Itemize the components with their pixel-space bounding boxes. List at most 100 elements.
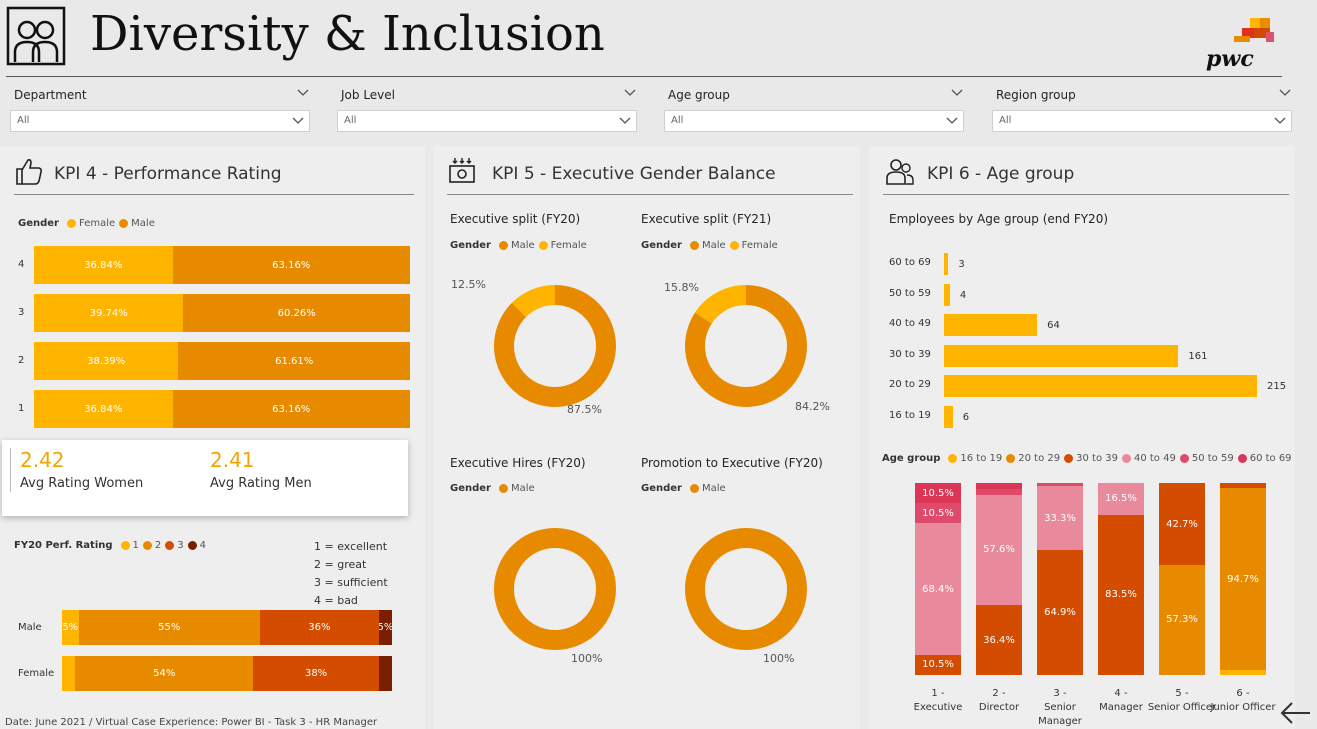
- column-segment: 94.7%: [1220, 488, 1266, 671]
- avg-rating-women-label: Avg Rating Women: [20, 476, 144, 491]
- legend-20-29[interactable]: 20 to 29: [1018, 453, 1061, 464]
- age-bar[interactable]: [944, 314, 1038, 336]
- bar-segment: 36.84%: [34, 246, 173, 284]
- female-legend-dot: [729, 241, 739, 250]
- age-group-dropdown[interactable]: All: [664, 110, 964, 132]
- age60-legend-dot: [1237, 454, 1247, 463]
- filter-value: All: [344, 115, 357, 126]
- level-column[interactable]: 36.4% 57.6%: [976, 483, 1022, 675]
- age-value-label: 161: [1188, 350, 1208, 362]
- level-axis-label: 1 - Executive: [913, 688, 963, 713]
- chevron-down-icon[interactable]: [296, 86, 310, 100]
- column-segment: [976, 483, 1022, 489]
- donut-slice[interactable]: [511, 285, 555, 318]
- level-axis-label: 4 - Manager: [1099, 688, 1143, 713]
- donut-slice[interactable]: [685, 285, 807, 407]
- legend-40-49[interactable]: 40 to 49: [1133, 453, 1176, 464]
- legend-female[interactable]: Female: [550, 240, 587, 251]
- job-level-dropdown[interactable]: All: [337, 110, 637, 132]
- avg-rating-men-label: Avg Rating Men: [210, 476, 312, 491]
- donut-chart: [685, 285, 807, 407]
- level-column[interactable]: 64.9% 33.3%: [1037, 483, 1083, 675]
- legend-male[interactable]: Male: [510, 483, 535, 494]
- filter-region-group[interactable]: Region group All: [992, 86, 1292, 134]
- kpi6-panel: KPI 6 - Age group Employees by Age group…: [869, 146, 1295, 729]
- filter-job-level[interactable]: Job Level All: [337, 86, 637, 134]
- bar-segment: 54%: [75, 656, 254, 691]
- column-segment: [1220, 670, 1266, 675]
- age-bar[interactable]: [944, 253, 949, 275]
- filter-age-group[interactable]: Age group All: [664, 86, 964, 134]
- chevron-down-icon[interactable]: [291, 114, 305, 128]
- filter-value: All: [17, 115, 30, 126]
- donut-slice[interactable]: [694, 285, 746, 324]
- age-bar[interactable]: [944, 375, 1257, 397]
- age-value-label: 4: [959, 289, 967, 301]
- chevron-down-icon[interactable]: [945, 114, 959, 128]
- gender-row-label: Female: [18, 668, 55, 679]
- rating-row-label: 1: [18, 403, 25, 414]
- header-divider: [6, 76, 1282, 77]
- legend-60-69[interactable]: 60 to 69: [1249, 453, 1292, 464]
- level-column[interactable]: 10.5% 68.4% 10.5% 10.5%: [915, 483, 961, 675]
- level-column[interactable]: 57.3% 42.7%: [1159, 483, 1205, 675]
- legend-16-19[interactable]: 16 to 19: [960, 453, 1003, 464]
- kpi5-title: KPI 5 - Executive Gender Balance: [492, 164, 776, 184]
- column-segment: 16.5%: [1098, 483, 1144, 515]
- donut-slice[interactable]: [685, 528, 807, 650]
- kpi4-divider: [14, 194, 414, 195]
- age-category-label: 20 to 29: [889, 379, 931, 390]
- chevron-down-icon[interactable]: [1273, 114, 1287, 128]
- pwc-wordmark: pwc: [1206, 46, 1254, 72]
- column-segment: 36.4%: [976, 605, 1022, 675]
- rating1-legend-dot: [120, 541, 130, 550]
- level-column[interactable]: 83.5% 16.5%: [1098, 483, 1144, 675]
- legend-male[interactable]: Male: [701, 483, 726, 494]
- legend-rating-3[interactable]: 3: [177, 540, 184, 551]
- age-bar[interactable]: [944, 283, 950, 306]
- filter-department[interactable]: Department All: [10, 86, 310, 134]
- chevron-down-icon[interactable]: [623, 86, 637, 100]
- rating-row-label: 4: [18, 259, 25, 270]
- rating-row-bar: 39.74% 60.26%: [34, 294, 410, 332]
- legend-rating-1[interactable]: 1: [132, 540, 139, 551]
- donut-slice[interactable]: [494, 285, 616, 407]
- region-group-dropdown[interactable]: All: [992, 110, 1292, 132]
- chevron-down-icon[interactable]: [1278, 86, 1292, 100]
- bar-segment: 38.39%: [34, 342, 179, 380]
- chevron-down-icon[interactable]: [950, 86, 964, 100]
- donut-chart: [494, 285, 616, 407]
- age-value-label: 64: [1047, 320, 1060, 331]
- split20-legend: Gender Male Female: [450, 240, 587, 251]
- age-value-label: 6: [962, 411, 970, 423]
- kpi5-divider: [447, 194, 853, 195]
- age-bar[interactable]: [944, 405, 953, 428]
- legend-female[interactable]: Female: [78, 218, 116, 229]
- department-dropdown[interactable]: All: [10, 110, 310, 132]
- age-category-label: 60 to 69: [889, 257, 931, 268]
- level-column[interactable]: 94.7%: [1220, 483, 1266, 675]
- legend-female[interactable]: Female: [741, 240, 778, 251]
- legend-male[interactable]: Male: [701, 240, 726, 251]
- chevron-down-icon[interactable]: [618, 114, 632, 128]
- legend-title: Age group: [882, 453, 941, 464]
- legend-30-39[interactable]: 30 to 39: [1076, 453, 1118, 464]
- legend-rating-2[interactable]: 2: [154, 540, 162, 551]
- age-bar[interactable]: [944, 344, 1179, 367]
- age-group-legend: Age group 16 to 19 20 to 29 30 to 39 40 …: [882, 453, 1292, 464]
- legend-male[interactable]: Male: [510, 240, 535, 251]
- legend-50-59[interactable]: 50 to 59: [1191, 453, 1234, 464]
- rating3-legend-dot: [165, 541, 175, 550]
- male-legend-dot: [498, 241, 508, 250]
- age-value-label: 3: [958, 259, 965, 270]
- age16-legend-dot: [948, 454, 958, 463]
- legend-male[interactable]: Male: [131, 218, 155, 229]
- legend-rating-4[interactable]: 4: [199, 540, 207, 551]
- back-arrow-icon[interactable]: [1278, 700, 1312, 726]
- avg-rating-card: 2.42 Avg Rating Women 2.41 Avg Rating Me…: [2, 440, 408, 516]
- male-legend-dot: [119, 219, 129, 228]
- donut-data-label: 100%: [763, 652, 795, 665]
- male-legend-dot: [689, 484, 699, 493]
- donut-slice[interactable]: [494, 528, 616, 650]
- rating-notes: 1 = excellent 2 = great 3 = sufficient 4…: [314, 538, 388, 610]
